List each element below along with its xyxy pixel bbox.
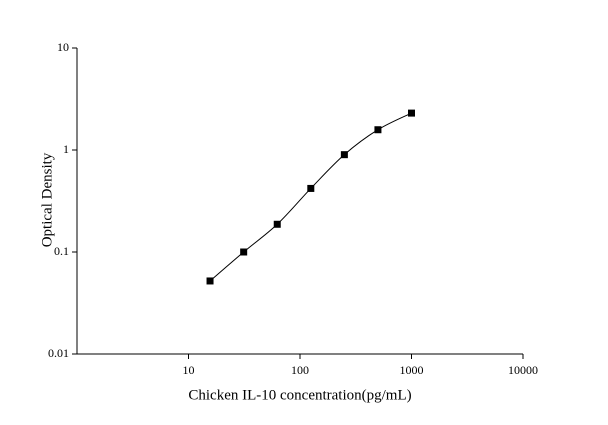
data-point xyxy=(273,220,281,228)
x-tick-label: 10 xyxy=(183,363,195,377)
x-tick-label: 1000 xyxy=(400,363,424,377)
data-point xyxy=(340,151,348,159)
data-point xyxy=(307,184,315,192)
series-line xyxy=(209,112,412,282)
x-tick-label: 10000 xyxy=(508,363,538,377)
data-point xyxy=(374,126,382,134)
data-point xyxy=(408,109,415,117)
y-tick-label: 0.1 xyxy=(54,244,69,258)
data-point xyxy=(240,248,248,256)
y-axis-title: Optical Density xyxy=(39,152,55,247)
x-axis-title: Chicken IL-10 concentration(pg/mL) xyxy=(188,387,411,403)
y-tick-label: 10 xyxy=(57,40,69,54)
x-tick-label: 100 xyxy=(291,363,309,377)
y-tick-label: 1 xyxy=(63,142,69,156)
data-point xyxy=(206,277,214,285)
y-tick-label: 0.01 xyxy=(48,346,69,360)
